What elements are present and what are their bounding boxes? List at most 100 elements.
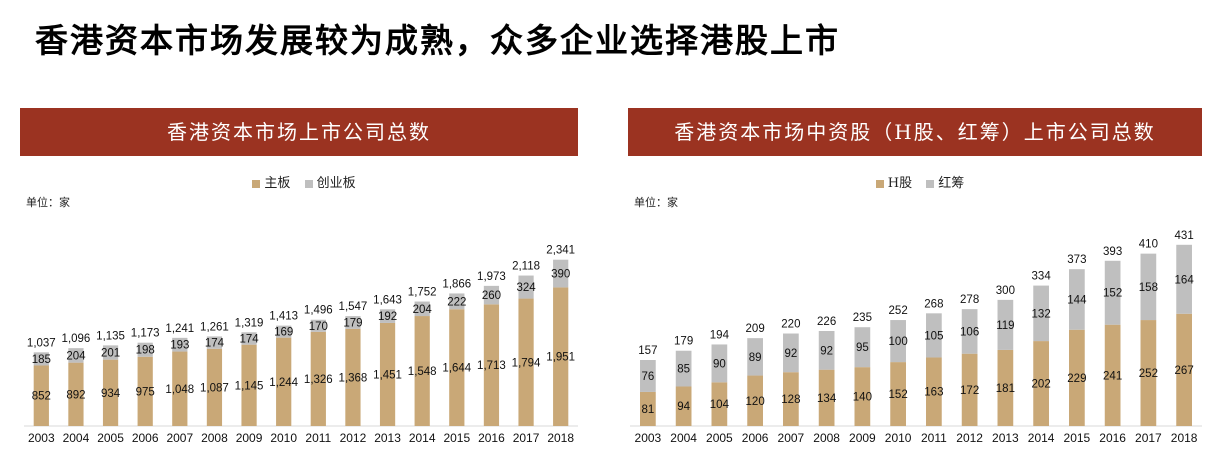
data-label: 174 <box>205 338 225 350</box>
total-label: 393 <box>1103 246 1122 258</box>
data-label: 132 <box>1032 308 1051 320</box>
bar-segment-main <box>961 353 978 426</box>
bar-segment-second <box>640 359 656 392</box>
data-label: 158 <box>1139 282 1158 294</box>
data-label: 1,451 <box>373 369 402 381</box>
total-label: 1,547 <box>339 301 368 313</box>
legend-swatch-main <box>252 179 261 188</box>
bar-segment-main <box>449 309 465 426</box>
stacked-bar-chart: 852 185 1,037 2003 892 204 1,096 2004 934 201 1,13… <box>24 245 578 445</box>
total-label: 1,496 <box>304 305 333 317</box>
bar-segment-second <box>137 342 153 357</box>
bar-segment-main <box>1176 313 1192 426</box>
x-tick-label: 2004 <box>670 431 697 445</box>
total-label: 1,413 <box>269 311 298 323</box>
data-label: 85 <box>677 364 690 376</box>
bar-segment-second <box>926 313 942 358</box>
bar-segment-main <box>172 351 188 426</box>
data-label: 192 <box>378 311 397 323</box>
data-label: 119 <box>996 320 1014 332</box>
data-label: 104 <box>710 399 730 411</box>
data-label: 144 <box>1067 294 1087 306</box>
data-label: 1,368 <box>339 372 368 384</box>
data-label: 92 <box>820 345 833 357</box>
data-label: 163 <box>924 387 943 399</box>
data-label: 324 <box>516 282 536 294</box>
data-label: 852 <box>32 391 51 403</box>
bar-segment-second <box>310 319 326 332</box>
bar-segment-main <box>818 369 835 426</box>
bar-segment-second <box>1033 285 1049 342</box>
x-tick-label: 2015 <box>1064 431 1091 445</box>
bar-segment-second <box>1176 244 1192 314</box>
bar-segment-main <box>747 375 763 426</box>
x-tick-label: 2009 <box>849 431 876 445</box>
total-label: 1,261 <box>200 321 229 333</box>
total-label: 220 <box>781 319 800 331</box>
total-label: 209 <box>746 323 765 335</box>
bar-segment-main <box>310 331 326 426</box>
total-label: 226 <box>817 316 836 328</box>
bar-segment-second <box>33 352 49 366</box>
data-label: 152 <box>889 389 908 401</box>
total-label: 334 <box>1032 271 1052 283</box>
total-label: 1,135 <box>96 330 125 342</box>
data-label: 892 <box>66 389 85 401</box>
bar-segment-second <box>518 275 534 299</box>
data-label: 94 <box>677 401 690 413</box>
data-label: 1,548 <box>408 366 437 378</box>
total-label: 1,866 <box>442 278 471 290</box>
data-label: 106 <box>960 326 979 338</box>
total-label: 1,752 <box>408 287 437 299</box>
bar-segment-main <box>640 391 656 426</box>
bar-segment-second <box>997 299 1014 350</box>
x-tick-label: 2011 <box>305 431 331 445</box>
total-label: 1,643 <box>373 294 402 306</box>
x-tick-label: 2008 <box>201 431 228 445</box>
x-tick-label: 2013 <box>992 431 1019 445</box>
bar-segment-second <box>241 332 257 345</box>
bar-segment-main <box>241 344 257 426</box>
legend-label-second: 创业板 <box>316 176 356 191</box>
bar-segment-main <box>553 287 569 426</box>
bar-segment-main <box>1069 329 1085 426</box>
total-label: 1,096 <box>62 333 91 345</box>
bar-segment-second <box>102 345 119 360</box>
data-label: 170 <box>309 321 328 333</box>
x-tick-label: 2010 <box>885 431 912 445</box>
data-label: 76 <box>641 371 654 383</box>
data-label: 1,951 <box>546 352 575 364</box>
chart-panel-chinese-stocks: 香港资本市场中资股（H股、红筹）上市公司总数 H股 红筹 单位：家 81 76 15… <box>628 108 1202 453</box>
bar-segment-main <box>675 386 692 426</box>
data-label: 92 <box>784 348 797 360</box>
bar-segment-second <box>1140 253 1157 321</box>
bar-segment-main <box>102 359 119 426</box>
bar-segment-main <box>483 304 500 426</box>
x-tick-label: 2015 <box>443 431 470 445</box>
x-tick-label: 2005 <box>706 431 733 445</box>
bar-segment-second <box>483 285 500 305</box>
total-label: 1,973 <box>477 271 506 283</box>
data-label: 1,048 <box>165 384 194 396</box>
x-tick-label: 2017 <box>1135 431 1162 445</box>
data-label: 172 <box>960 385 979 397</box>
bar-segment-main <box>926 357 942 426</box>
bar-segment-main <box>345 328 361 426</box>
x-tick-label: 2006 <box>742 431 769 445</box>
total-label: 1,241 <box>165 323 194 335</box>
bar-segment-second <box>206 336 223 349</box>
data-label: 201 <box>101 348 120 360</box>
total-label: 1,173 <box>131 328 160 340</box>
total-label: 431 <box>1175 230 1194 242</box>
data-label: 89 <box>749 352 762 364</box>
total-label: 179 <box>674 336 693 348</box>
bar-segment-main <box>1104 324 1121 426</box>
data-label: 934 <box>101 388 121 400</box>
total-label: 194 <box>710 329 730 341</box>
data-label: 1,794 <box>512 357 541 369</box>
total-label: 2,341 <box>546 245 575 257</box>
bar-segment-second <box>711 344 728 383</box>
data-label: 229 <box>1067 373 1086 385</box>
bar-segment-main <box>518 298 534 426</box>
x-tick-label: 2018 <box>1171 431 1198 445</box>
